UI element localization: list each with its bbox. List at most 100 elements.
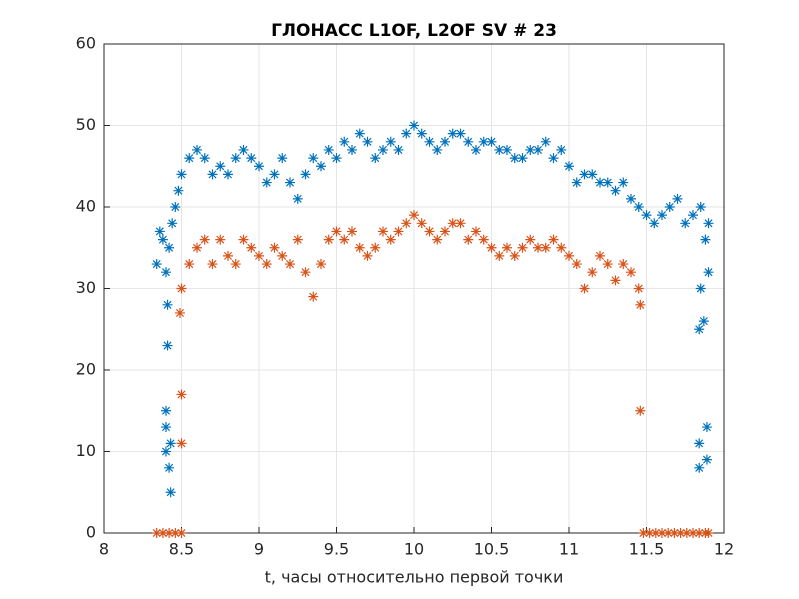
data-point — [635, 405, 646, 416]
data-point — [269, 242, 280, 253]
data-point — [556, 242, 567, 253]
data-point — [525, 234, 536, 245]
data-point — [688, 210, 698, 221]
data-point — [409, 120, 419, 131]
data-point — [486, 242, 497, 253]
data-point — [370, 242, 381, 253]
data-point — [455, 218, 466, 229]
data-point — [701, 454, 712, 465]
data-point — [401, 218, 412, 229]
data-point — [556, 144, 567, 155]
y-tick-label: 40 — [76, 197, 96, 216]
data-point — [432, 144, 443, 155]
data-point — [161, 422, 171, 433]
data-point — [157, 528, 168, 538]
data-point — [161, 267, 171, 278]
data-point — [170, 202, 181, 212]
data-point — [316, 259, 326, 270]
data-point — [269, 169, 280, 180]
x-tick-label: 8.5 — [169, 540, 194, 559]
data-point — [548, 234, 559, 245]
data-point — [154, 226, 165, 237]
data-point — [595, 177, 605, 188]
data-point — [230, 259, 241, 270]
y-tick-label: 60 — [76, 34, 96, 53]
data-point — [471, 144, 481, 155]
data-point — [478, 136, 489, 147]
data-point — [167, 218, 178, 229]
data-point — [564, 250, 574, 261]
data-point — [323, 234, 334, 245]
data-point — [688, 528, 698, 538]
data-point — [610, 185, 621, 196]
data-point — [695, 283, 706, 294]
x-tick-label: 9 — [254, 540, 264, 559]
data-point — [285, 177, 295, 188]
data-point — [354, 128, 365, 139]
data-point — [602, 259, 613, 270]
data-point — [644, 528, 655, 538]
axes-box — [103, 43, 725, 534]
data-point — [347, 144, 357, 155]
data-point — [385, 136, 396, 147]
data-point — [695, 202, 706, 212]
data-point — [517, 153, 528, 164]
data-point — [641, 210, 652, 221]
data-point — [162, 299, 173, 310]
x-tick-label: 11.5 — [629, 540, 665, 559]
data-point — [471, 226, 481, 237]
data-point — [277, 250, 288, 261]
x-tick-label: 8 — [99, 540, 109, 559]
data-point — [494, 144, 505, 155]
data-point — [447, 218, 458, 229]
data-point — [246, 153, 257, 164]
data-point — [323, 144, 334, 155]
data-point — [378, 144, 388, 155]
data-point — [176, 169, 187, 180]
data-point — [700, 234, 711, 245]
data-point — [669, 528, 680, 538]
x-tick-label: 11 — [559, 540, 579, 559]
y-tick-label: 10 — [76, 441, 96, 460]
data-point — [261, 177, 272, 188]
data-point — [174, 307, 185, 318]
data-point — [571, 259, 582, 270]
data-point — [393, 144, 404, 155]
data-point — [199, 153, 210, 164]
data-point — [657, 528, 667, 538]
data-point — [455, 128, 466, 139]
data-point — [300, 169, 311, 180]
data-point — [663, 528, 674, 538]
data-point — [277, 153, 288, 164]
data-point — [703, 218, 714, 229]
data-point — [409, 210, 419, 221]
data-point — [308, 291, 319, 302]
data-point — [564, 161, 574, 172]
data-point — [261, 259, 272, 270]
data-point — [292, 193, 303, 204]
data-point — [161, 446, 171, 457]
data-point — [440, 226, 450, 237]
data-point — [502, 144, 512, 155]
data-point — [292, 234, 303, 245]
data-point — [165, 438, 176, 449]
data-point — [626, 193, 636, 204]
data-point — [164, 462, 175, 473]
data-point — [680, 218, 691, 229]
data-point — [579, 169, 590, 180]
y-tick-label: 30 — [76, 278, 96, 297]
data-point — [176, 528, 187, 538]
data-point — [173, 185, 184, 196]
data-point — [170, 528, 181, 538]
x-tick-label: 10.5 — [474, 540, 510, 559]
data-point — [246, 242, 257, 253]
data-point — [463, 234, 474, 245]
data-point — [694, 324, 705, 335]
data-point — [416, 128, 427, 139]
data-point — [331, 153, 342, 164]
data-point — [587, 267, 598, 278]
data-point — [509, 153, 520, 164]
data-point — [254, 161, 264, 172]
data-point — [650, 528, 661, 538]
